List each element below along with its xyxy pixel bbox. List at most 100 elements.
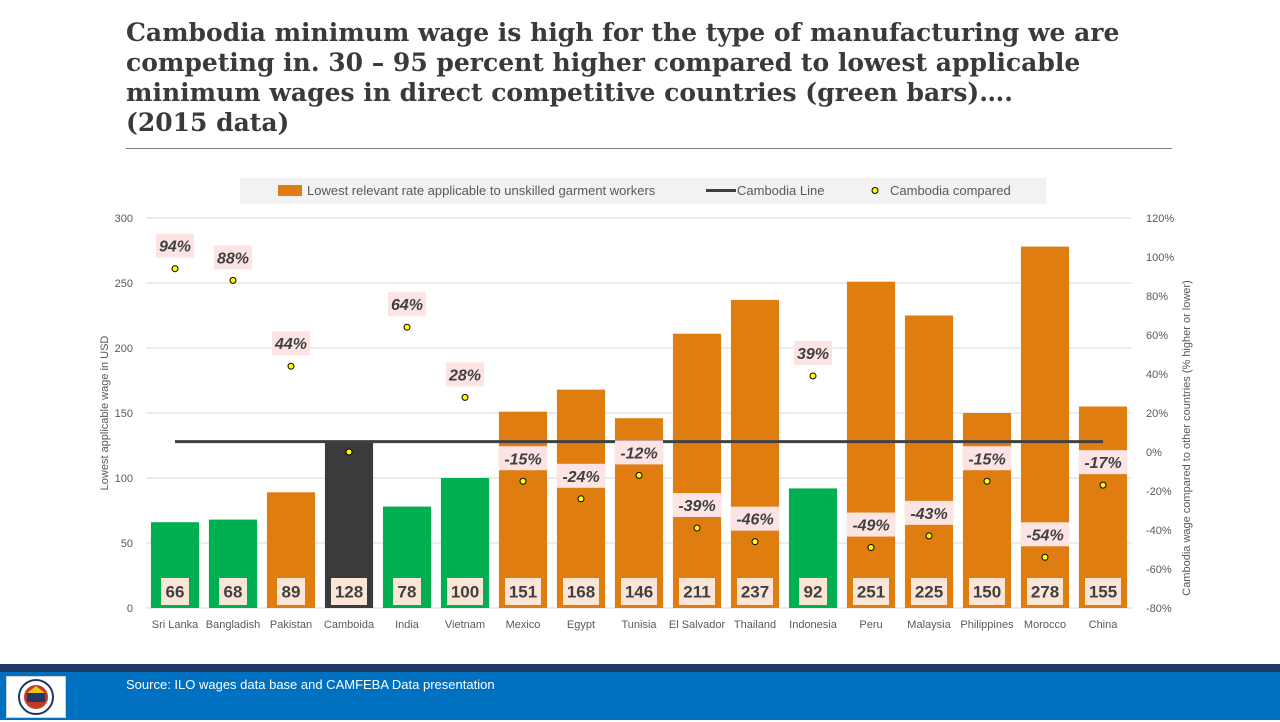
percent-label-box — [499, 446, 547, 471]
comparison-dot — [751, 538, 759, 546]
right-tick-label: -80% — [1146, 603, 1172, 615]
wage-chart: 0 50 100 150 200 250 300 -80% -60% -40% -20% 0% 20% 4… — [99, 178, 1193, 631]
title-divider — [126, 148, 1172, 149]
category-label: Philippines — [960, 619, 1014, 631]
comparison-dot — [809, 372, 817, 380]
value-label: 66 — [166, 583, 185, 602]
legend-label-bar: Lowest relevant rate applicable to unski… — [307, 183, 656, 198]
category-label: Egypt — [567, 619, 595, 631]
comparison-dot — [867, 544, 875, 552]
right-tick-label: 80% — [1146, 291, 1168, 303]
comparison-dot — [693, 524, 701, 532]
comparison-dot — [345, 448, 353, 456]
value-label-box — [161, 578, 189, 605]
comparison-dot — [403, 323, 411, 331]
category-label: Peru — [859, 619, 882, 631]
value-label: 92 — [804, 583, 823, 602]
value-label: 225 — [915, 583, 943, 602]
value-label-box — [969, 578, 1005, 605]
value-label: 151 — [509, 583, 537, 602]
value-label-box — [679, 578, 715, 605]
category-label: Sri Lanka — [152, 619, 199, 631]
comparison-dot — [983, 477, 991, 485]
category-label: Indonesia — [789, 619, 838, 631]
left-tick-label: 200 — [115, 343, 133, 355]
comparison-dot — [171, 265, 179, 273]
comparison-dot — [519, 477, 527, 485]
value-label: 89 — [282, 583, 301, 602]
comparison-dot — [229, 276, 237, 284]
title-line-1: Cambodia minimum wage is high for the ty… — [126, 18, 1120, 47]
right-tick-label: 40% — [1146, 369, 1168, 381]
percent-label-box — [905, 500, 953, 525]
percent-label: 64% — [391, 297, 423, 314]
page-title: Cambodia minimum wage is high for the ty… — [126, 18, 1186, 138]
percent-label-box — [847, 512, 895, 537]
comparison-dot — [577, 495, 585, 503]
percent-label: -46% — [736, 512, 773, 529]
bar-thailand — [730, 299, 780, 608]
left-tick-label: 50 — [121, 538, 133, 550]
value-label-box — [505, 578, 541, 605]
value-label: 211 — [683, 583, 710, 602]
category-label: Morocco — [1024, 619, 1066, 631]
comparison-dot — [925, 532, 933, 540]
value-label: 68 — [224, 583, 243, 602]
value-label-box — [621, 578, 657, 605]
category-label: China — [1089, 619, 1119, 631]
comparison-dot — [635, 471, 643, 479]
percent-label-box — [1021, 522, 1069, 547]
comparison-dot — [287, 362, 295, 370]
category-label: Malaysia — [907, 619, 951, 631]
percent-label-box — [446, 362, 484, 387]
percent-label: -24% — [562, 469, 599, 486]
right-tick-label: -20% — [1146, 486, 1172, 498]
percent-label-box — [214, 245, 252, 270]
percent-label: 94% — [159, 239, 191, 256]
value-label-box — [393, 578, 421, 605]
left-axis-title: Lowest applicable wage in USD — [99, 336, 111, 491]
value-label: 78 — [398, 583, 417, 602]
bar-morocco — [1020, 246, 1070, 608]
percent-label: -39% — [678, 498, 715, 515]
percent-label-box — [794, 340, 832, 365]
percent-label: -49% — [852, 518, 889, 535]
right-tick-label: -40% — [1146, 525, 1172, 537]
footer-accent — [0, 664, 1280, 672]
category-label: Thailand — [734, 619, 776, 631]
value-label-box — [447, 578, 483, 605]
value-label: 150 — [973, 583, 1001, 602]
title-line-2: competing in. 30 – 95 percent higher com… — [126, 48, 1081, 77]
legend-label-line: Cambodia Line — [737, 183, 824, 198]
value-label-box — [331, 578, 367, 605]
right-tick-label: 100% — [1146, 252, 1174, 264]
category-label: Bangladish — [206, 619, 260, 631]
camfeba-logo — [6, 676, 66, 718]
category-label: Mexico — [506, 619, 541, 631]
percent-label-box — [963, 446, 1011, 471]
bar-el-salvador — [672, 333, 722, 608]
logo-emblem-icon — [18, 679, 54, 715]
legend-box — [240, 178, 1046, 204]
value-label: 146 — [625, 583, 653, 602]
percent-label-box — [615, 440, 663, 465]
value-label-box — [737, 578, 773, 605]
comparison-dot — [1041, 553, 1049, 561]
right-tick-label: 120% — [1146, 213, 1174, 225]
value-label: 251 — [857, 583, 885, 602]
category-label: India — [395, 619, 420, 631]
percent-label: 44% — [274, 336, 307, 353]
value-label: 155 — [1089, 583, 1117, 602]
percent-label-box — [1079, 450, 1127, 475]
legend-swatch-dot — [871, 187, 879, 194]
value-label: 237 — [741, 583, 769, 602]
value-label-box — [219, 578, 247, 605]
bar-peru — [846, 281, 896, 608]
percent-label-box — [673, 493, 721, 518]
bar-china — [1078, 406, 1128, 608]
percent-label-box — [731, 506, 779, 531]
comparison-dot — [1099, 481, 1107, 489]
percent-label: -43% — [910, 506, 947, 523]
right-tick-label: 60% — [1146, 330, 1168, 342]
comparison-dot — [461, 393, 469, 401]
